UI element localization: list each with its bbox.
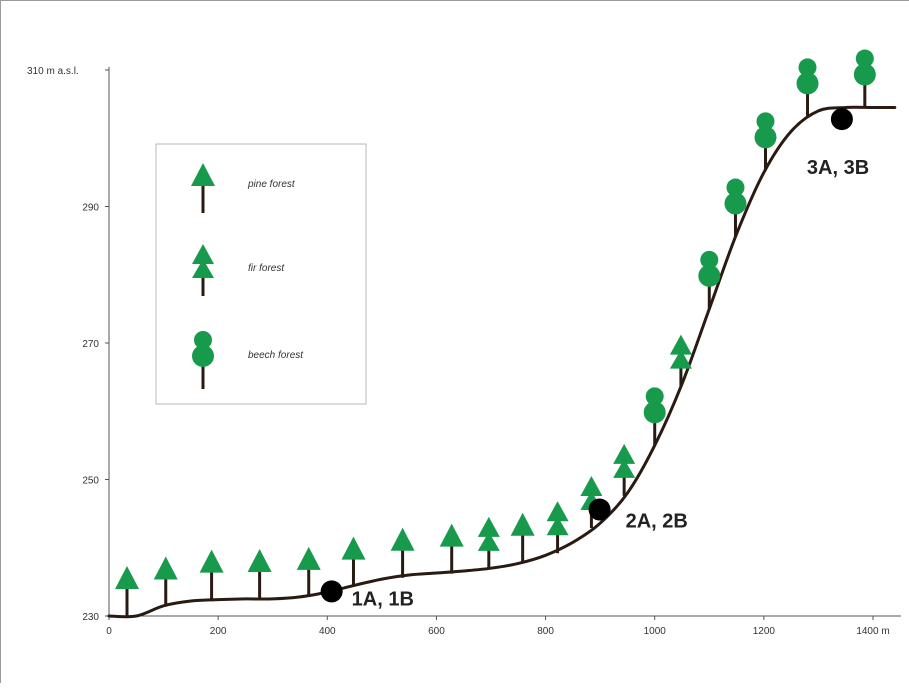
pine-tree-icon [341, 537, 365, 587]
pine-crown [115, 566, 139, 589]
site-label: 3A, 3B [807, 157, 869, 179]
x-tick-label: 200 [210, 626, 227, 637]
pine-tree-icon [154, 556, 178, 606]
site-marker-dot [321, 580, 343, 602]
pine-crown [200, 550, 224, 573]
y-tick-label: 250 [82, 476, 99, 487]
beech-crown-upper [756, 112, 774, 130]
x-tick-label: 0 [106, 626, 112, 637]
site-marker-dot [831, 108, 853, 130]
pine-tree-icon [115, 566, 139, 616]
site-marker-dot [589, 499, 611, 521]
pine-crown [391, 528, 415, 551]
x-tick-label: 800 [537, 626, 554, 637]
beech-crown-upper [799, 58, 817, 76]
pine-tree-icon [297, 547, 321, 597]
beech-crown-upper [194, 331, 212, 349]
beech-tree-icon [698, 251, 720, 309]
fir-tree-icon [478, 517, 500, 569]
x-tick-label: 1400 m [856, 626, 889, 637]
y-tick-label: 270 [82, 339, 99, 350]
fir-tree-icon [670, 335, 692, 387]
pine-crown [440, 524, 464, 547]
y-tick-label: 290 [82, 203, 99, 214]
beech-crown-upper [856, 50, 874, 68]
fir-crown-upper [580, 476, 602, 496]
beech-crown-upper [646, 387, 664, 405]
fir-crown-upper [478, 517, 500, 537]
beech-crown-upper [726, 179, 744, 197]
pine-crown [154, 556, 178, 579]
x-tick-label: 1200 [753, 626, 776, 637]
y-tick-label: 230 [82, 612, 99, 623]
beech-tree-icon [644, 387, 666, 445]
fir-crown-upper [670, 335, 692, 355]
legend: pine forest fir forest beech forest [156, 144, 366, 404]
beech-tree-icon [724, 179, 746, 237]
y-tick-label: 310 m a.s.l. [27, 66, 79, 77]
x-tick-label: 600 [428, 626, 445, 637]
legend-label-pine: pine forest [247, 179, 296, 190]
pine-tree-icon [511, 513, 535, 563]
pine-tree-icon [391, 528, 415, 578]
beech-tree-icon [754, 112, 776, 170]
pine-tree-icon [440, 524, 464, 574]
pine-crown [248, 549, 272, 572]
beech-tree-icon [797, 58, 819, 116]
legend-label-beech: beech forest [248, 350, 304, 361]
beech-tree-icon [854, 50, 876, 108]
legend-label-fir: fir forest [248, 263, 285, 274]
fir-crown-upper [547, 501, 569, 521]
beech-crown-upper [700, 251, 718, 269]
pine-crown [297, 547, 321, 570]
x-tick-label: 1000 [644, 626, 667, 637]
fir-crown-upper [613, 444, 635, 464]
site-label: 1A, 1B [352, 588, 414, 610]
x-tick-label: 400 [319, 626, 336, 637]
pine-tree-icon [200, 550, 224, 600]
pine-tree-icon [248, 549, 272, 599]
pine-crown [341, 537, 365, 560]
site-label: 2A, 2B [626, 511, 688, 533]
pine-crown [511, 513, 535, 536]
